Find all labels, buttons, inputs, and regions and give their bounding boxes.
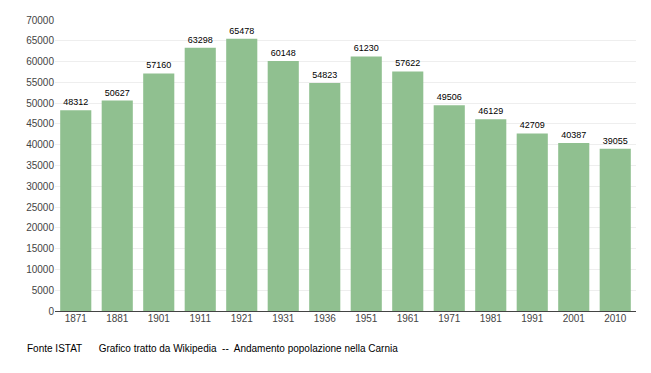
- svg-text:60148: 60148: [271, 48, 296, 58]
- svg-text:49506: 49506: [437, 92, 462, 102]
- svg-text:57622: 57622: [395, 58, 420, 68]
- svg-text:46129: 46129: [478, 106, 503, 116]
- svg-text:1936: 1936: [314, 313, 337, 324]
- svg-text:55000: 55000: [26, 77, 54, 88]
- svg-text:70000: 70000: [26, 15, 54, 26]
- svg-text:25000: 25000: [26, 202, 54, 213]
- svg-text:54823: 54823: [312, 70, 337, 80]
- svg-text:57160: 57160: [146, 60, 171, 70]
- svg-text:1961: 1961: [397, 313, 420, 324]
- svg-text:39055: 39055: [603, 136, 628, 146]
- svg-text:60000: 60000: [26, 56, 54, 67]
- svg-text:61230: 61230: [354, 43, 379, 53]
- svg-text:50000: 50000: [26, 98, 54, 109]
- svg-text:15000: 15000: [26, 243, 54, 254]
- svg-text:40000: 40000: [26, 139, 54, 150]
- svg-text:Fonte ISTAT Grafico tratt: Fonte ISTAT Grafico tratto da Wikipedia …: [27, 343, 398, 354]
- svg-text:65000: 65000: [26, 35, 54, 46]
- svg-text:45000: 45000: [26, 118, 54, 129]
- svg-text:1951: 1951: [355, 313, 378, 324]
- svg-text:1991: 1991: [521, 313, 544, 324]
- svg-text:10000: 10000: [26, 264, 54, 275]
- svg-text:5000: 5000: [32, 285, 55, 296]
- svg-text:20000: 20000: [26, 222, 54, 233]
- svg-text:42709: 42709: [520, 120, 545, 130]
- svg-text:63298: 63298: [188, 35, 213, 45]
- svg-text:30000: 30000: [26, 181, 54, 192]
- svg-text:1981: 1981: [480, 313, 503, 324]
- svg-text:1911: 1911: [189, 313, 211, 324]
- svg-text:1881: 1881: [106, 313, 129, 324]
- svg-text:2010: 2010: [604, 313, 627, 324]
- svg-text:2001: 2001: [563, 313, 586, 324]
- svg-text:50627: 50627: [105, 88, 130, 98]
- svg-text:1971: 1971: [438, 313, 461, 324]
- svg-text:48312: 48312: [63, 97, 88, 107]
- svg-text:1931: 1931: [272, 313, 295, 324]
- svg-text:1871: 1871: [65, 313, 88, 324]
- svg-text:1901: 1901: [148, 313, 171, 324]
- svg-text:65478: 65478: [229, 26, 254, 36]
- svg-text:1921: 1921: [231, 313, 254, 324]
- svg-text:35000: 35000: [26, 160, 54, 171]
- svg-text:40387: 40387: [561, 130, 586, 140]
- svg-text:0: 0: [48, 306, 54, 317]
